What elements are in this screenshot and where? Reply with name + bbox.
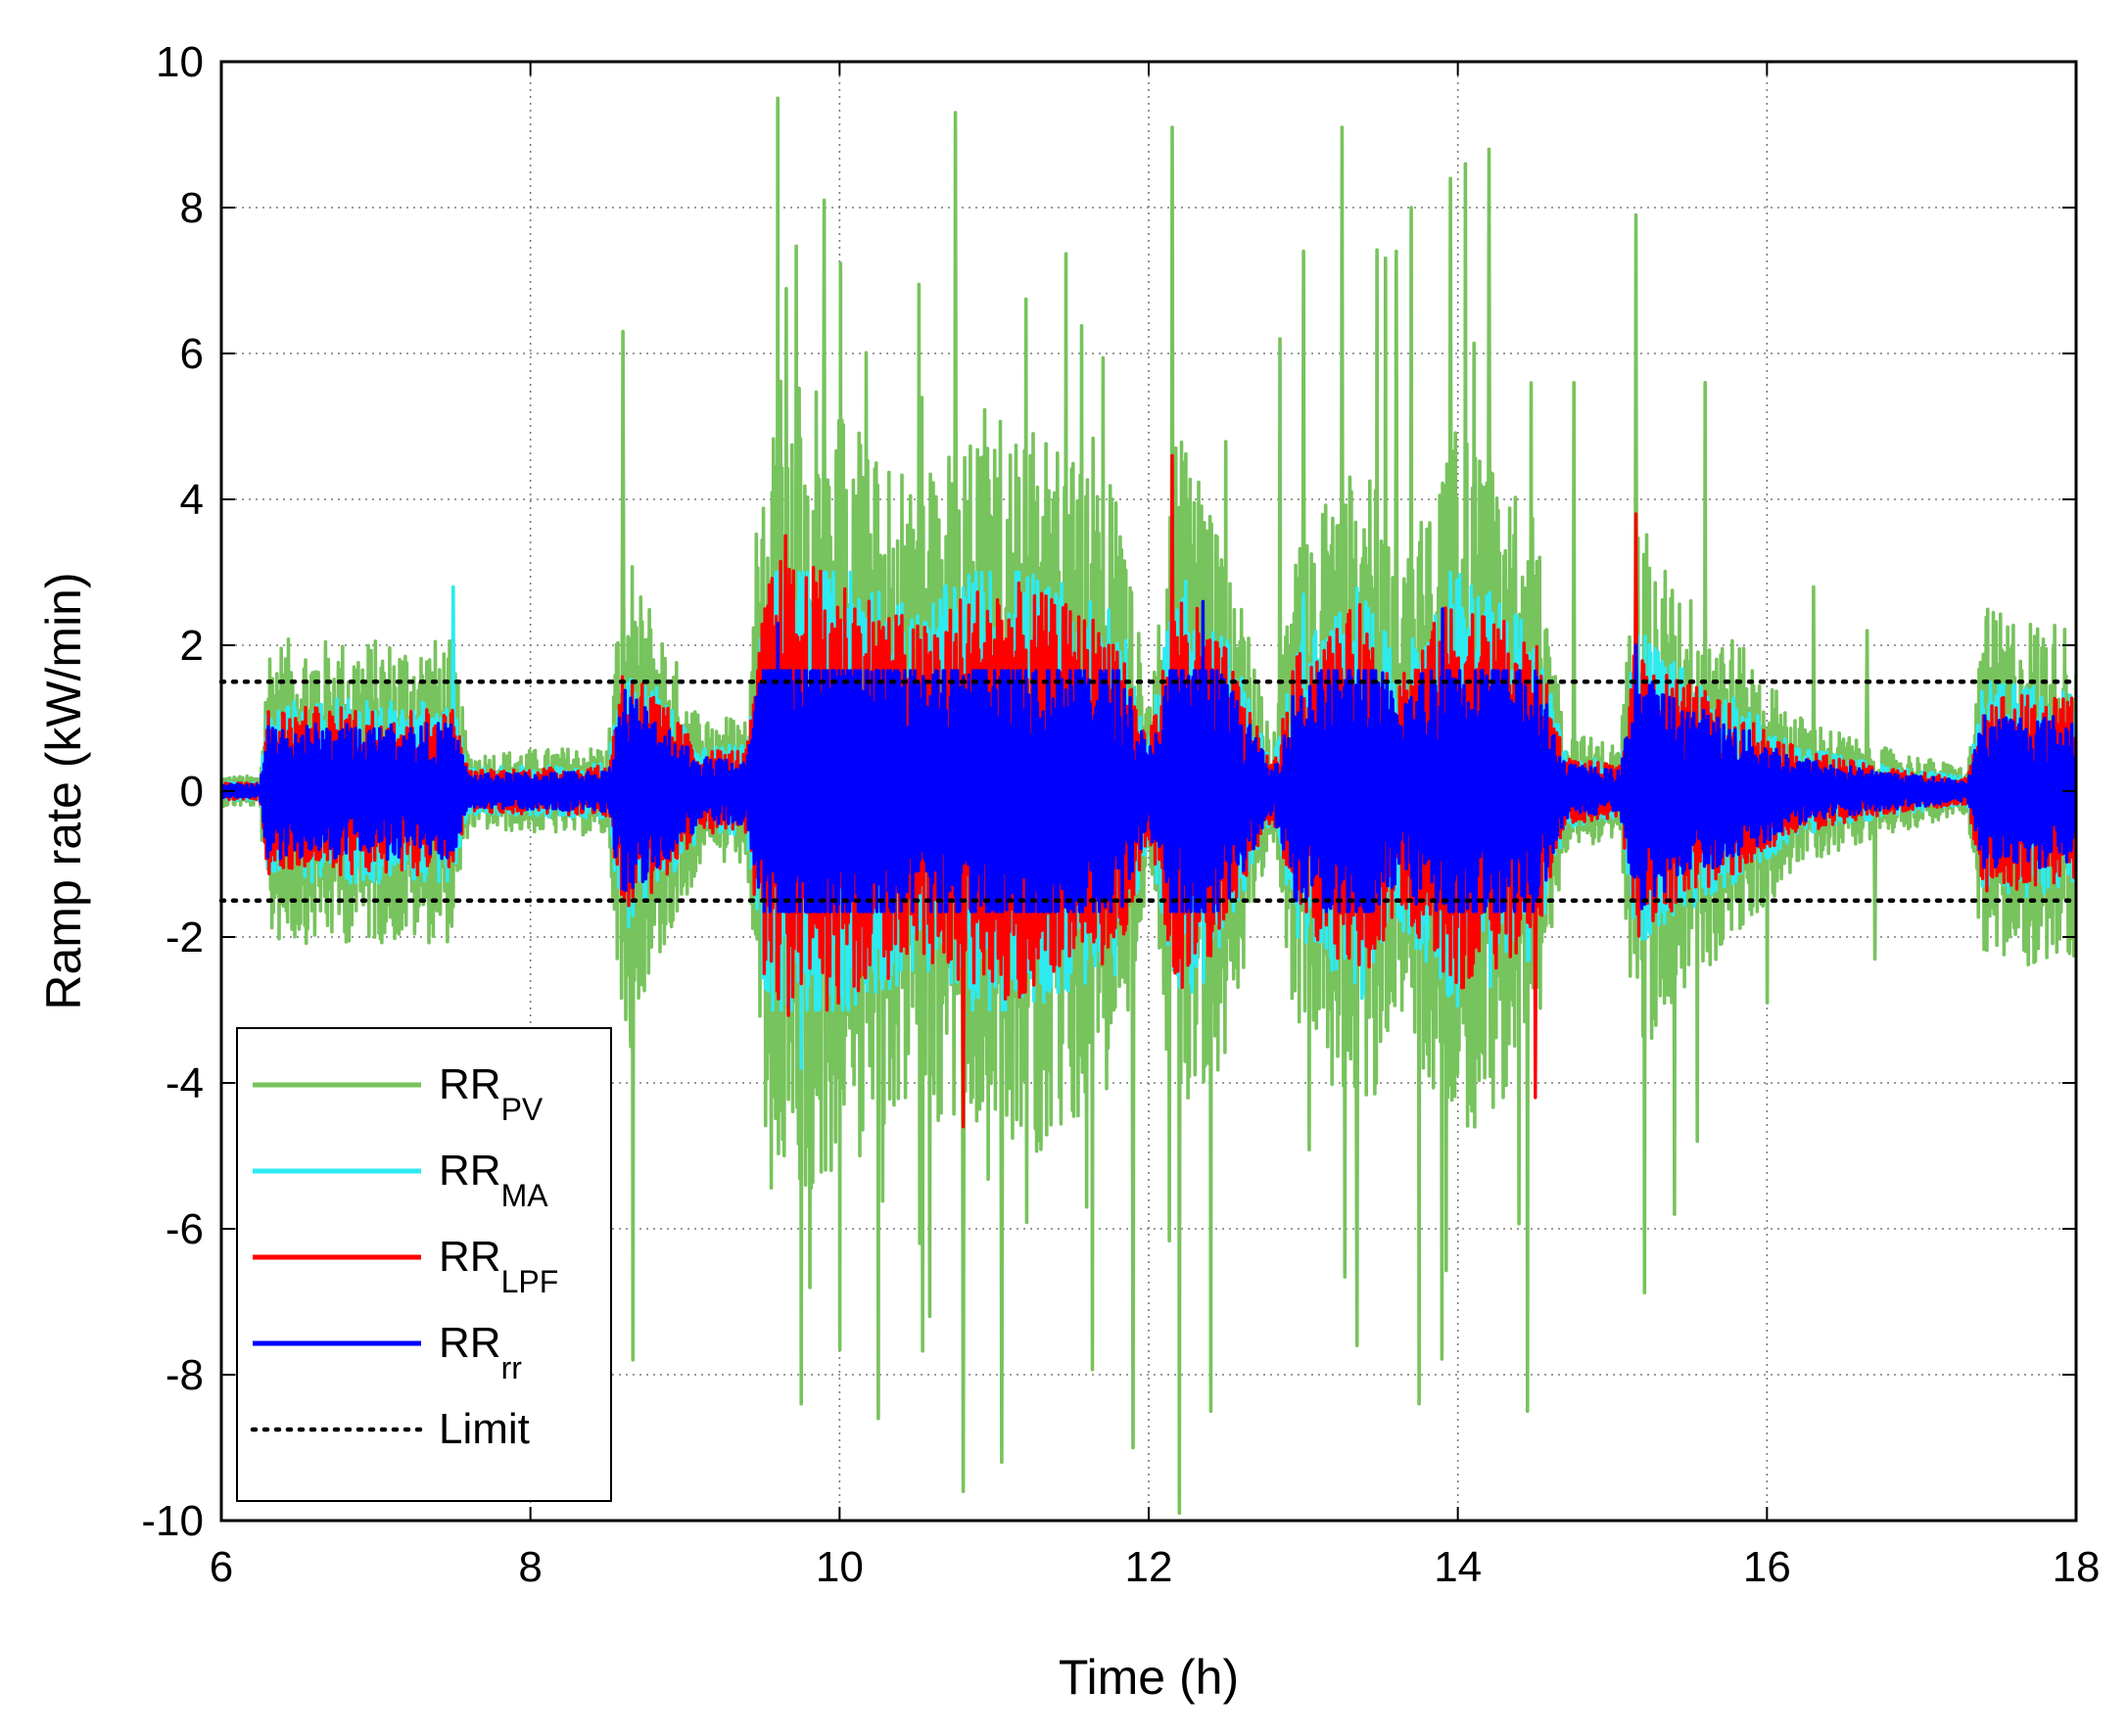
y-tick-label: -2 bbox=[166, 914, 204, 962]
y-tick-label: -10 bbox=[141, 1497, 204, 1545]
y-tick-label: 2 bbox=[180, 622, 204, 670]
axis-ticks: 6 8 10 12 14 16 18 -10 -8 -6 -4 -2 0 2 4 6 8 10 bbox=[141, 38, 2100, 1591]
x-tick-label: 10 bbox=[816, 1543, 864, 1591]
x-tick-label: 16 bbox=[1743, 1543, 1791, 1591]
y-axis-label: Ramp rate (kW/min) bbox=[36, 572, 91, 1009]
x-tick-label: 12 bbox=[1125, 1543, 1173, 1591]
x-tick-label: 6 bbox=[210, 1543, 233, 1591]
y-tick-label: 10 bbox=[156, 38, 204, 86]
y-tick-label: 4 bbox=[180, 476, 204, 524]
series-layer bbox=[221, 96, 2076, 1516]
y-tick-label: -4 bbox=[166, 1059, 204, 1107]
y-tick-label: -8 bbox=[166, 1351, 204, 1399]
legend-box bbox=[236, 1027, 612, 1502]
x-tick-label: 8 bbox=[518, 1543, 542, 1591]
legend-label: Limit bbox=[439, 1405, 530, 1453]
limit-lines bbox=[218, 680, 2079, 903]
y-tick-label: 8 bbox=[180, 184, 204, 232]
y-tick-label: -6 bbox=[166, 1205, 204, 1253]
y-tick-label: 0 bbox=[180, 768, 204, 816]
x-tick-label: 14 bbox=[1434, 1543, 1482, 1591]
y-tick-label: 6 bbox=[180, 330, 204, 378]
series-line-rr bbox=[221, 599, 2076, 914]
x-axis-label: Time (h) bbox=[1059, 1650, 1239, 1705]
x-tick-label: 18 bbox=[2053, 1543, 2101, 1591]
